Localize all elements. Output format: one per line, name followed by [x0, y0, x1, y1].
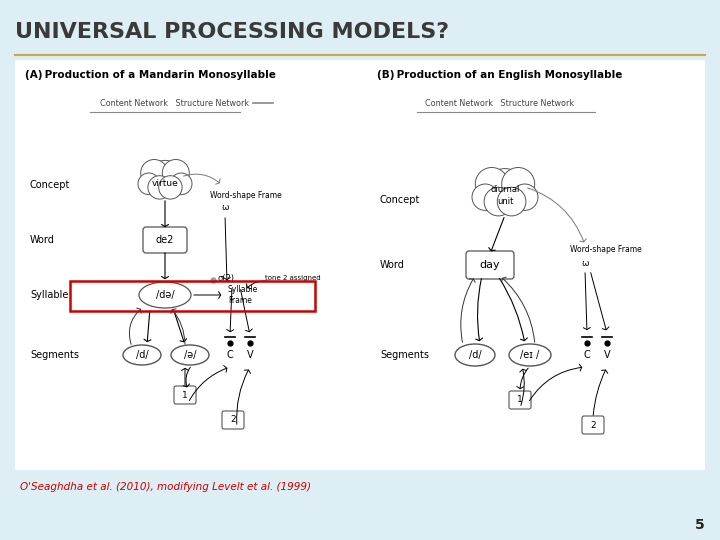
Text: day: day — [480, 260, 500, 270]
Text: Concept: Concept — [380, 195, 420, 205]
Text: /eɪ /: /eɪ / — [521, 350, 539, 360]
Text: UNIVERSAL PROCESSING MODELS?: UNIVERSAL PROCESSING MODELS? — [15, 22, 449, 42]
Text: Word-shape Frame: Word-shape Frame — [570, 246, 642, 254]
Circle shape — [483, 168, 527, 213]
FancyBboxPatch shape — [582, 416, 604, 434]
Circle shape — [502, 167, 535, 200]
Text: (A) Production of a Mandarin Monosyllable: (A) Production of a Mandarin Monosyllabl… — [25, 70, 276, 80]
Circle shape — [475, 167, 508, 200]
Text: de2: de2 — [156, 235, 174, 245]
Text: (B) Production of an English Monosyllable: (B) Production of an English Monosyllabl… — [377, 70, 622, 80]
Text: σ(2): σ(2) — [217, 273, 234, 282]
Text: Word-shape Frame: Word-shape Frame — [210, 191, 282, 199]
Circle shape — [472, 184, 498, 211]
Text: /ə/: /ə/ — [184, 350, 197, 360]
Circle shape — [140, 159, 168, 186]
Circle shape — [147, 160, 183, 197]
Text: virtue: virtue — [152, 179, 179, 188]
Circle shape — [171, 173, 192, 194]
Text: Syllable
Frame: Syllable Frame — [228, 285, 258, 305]
Circle shape — [162, 159, 189, 186]
Circle shape — [158, 176, 182, 199]
FancyBboxPatch shape — [466, 251, 514, 279]
Ellipse shape — [509, 344, 551, 366]
FancyBboxPatch shape — [222, 411, 244, 429]
Text: /d/: /d/ — [469, 350, 481, 360]
Text: tone 2 assigned: tone 2 assigned — [265, 275, 320, 281]
Ellipse shape — [171, 345, 209, 365]
Bar — [70, 281, 315, 311]
Text: V: V — [603, 350, 611, 360]
Text: 2: 2 — [590, 421, 596, 429]
Text: unit: unit — [497, 198, 513, 206]
Text: Segments: Segments — [380, 350, 429, 360]
Circle shape — [138, 173, 160, 194]
Text: C: C — [227, 350, 233, 360]
Ellipse shape — [455, 344, 495, 366]
Circle shape — [512, 184, 538, 211]
Circle shape — [148, 176, 171, 199]
FancyBboxPatch shape — [143, 227, 187, 253]
Ellipse shape — [139, 282, 191, 308]
Text: 1: 1 — [182, 390, 188, 400]
Circle shape — [484, 187, 513, 216]
Text: C: C — [584, 350, 590, 360]
Text: Word: Word — [30, 235, 55, 245]
Text: ω: ω — [221, 204, 229, 213]
Text: 5: 5 — [696, 518, 705, 532]
Text: Syllable: Syllable — [30, 290, 68, 300]
Text: /də/: /də/ — [156, 290, 174, 300]
Text: Content Network   Structure Network: Content Network Structure Network — [425, 98, 574, 107]
FancyBboxPatch shape — [509, 391, 531, 409]
Ellipse shape — [123, 345, 161, 365]
Text: /d/: /d/ — [135, 350, 148, 360]
Text: Concept: Concept — [30, 180, 71, 190]
Text: 1: 1 — [517, 395, 523, 404]
Text: ω: ω — [581, 259, 589, 267]
Text: diurnal: diurnal — [490, 186, 520, 194]
Text: 2: 2 — [230, 415, 236, 424]
Bar — [15, 60, 705, 470]
FancyBboxPatch shape — [174, 386, 196, 404]
Text: Segments: Segments — [30, 350, 79, 360]
Text: O'Seaghdha et al. (2010), modifying Levelt et al. (1999): O'Seaghdha et al. (2010), modifying Leve… — [20, 482, 311, 492]
Text: V: V — [247, 350, 253, 360]
Circle shape — [498, 187, 526, 216]
Text: Content Network   Structure Network: Content Network Structure Network — [100, 98, 249, 107]
Text: Word: Word — [380, 260, 405, 270]
